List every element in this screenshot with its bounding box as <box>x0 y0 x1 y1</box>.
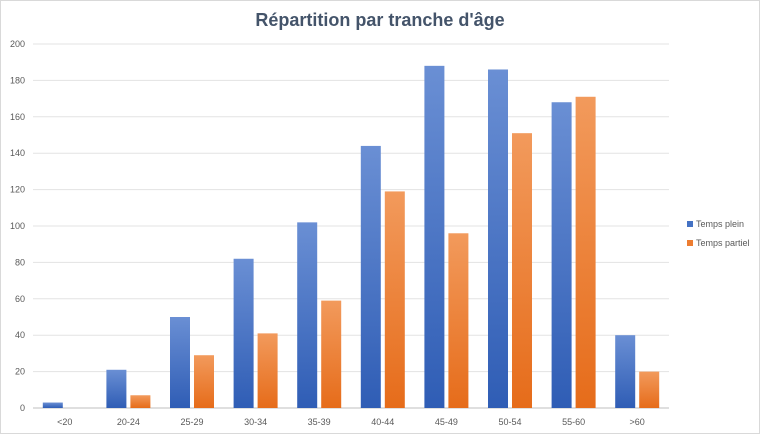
x-tick-label: 40-44 <box>371 417 394 427</box>
y-tick-label: 120 <box>10 185 25 195</box>
x-tick-label: 50-54 <box>498 417 521 427</box>
y-tick-label: 60 <box>15 294 25 304</box>
bars <box>42 65 660 409</box>
bar-temps-plein-6 <box>424 65 445 408</box>
x-tick-label: >60 <box>630 417 645 427</box>
bar-temps-plein-8 <box>551 102 572 409</box>
y-tick-label: 100 <box>10 221 25 231</box>
y-tick-label: 40 <box>15 330 25 340</box>
x-tick-label: 20-24 <box>117 417 140 427</box>
bar-temps-partiel-3 <box>257 333 278 408</box>
bar-temps-plein-2 <box>170 317 190 408</box>
legend: Temps plein Temps partiel <box>687 219 750 248</box>
legend-swatch <box>687 221 693 227</box>
bar-temps-partiel-5 <box>384 191 405 408</box>
legend-label: Temps plein <box>696 219 744 229</box>
x-tick-label: 35-39 <box>308 417 331 427</box>
y-tick-label: 0 <box>20 403 25 413</box>
bar-temps-partiel-4 <box>321 300 342 408</box>
bar-temps-partiel-6 <box>448 233 469 408</box>
x-tick-label: 25-29 <box>180 417 203 427</box>
bar-temps-plein-3 <box>233 258 254 408</box>
y-tick-label: 20 <box>15 367 25 377</box>
y-tick-label: 80 <box>15 257 25 267</box>
bar-temps-plein-5 <box>360 145 381 409</box>
bar-temps-partiel-9 <box>639 371 660 408</box>
bar-temps-plein-9 <box>615 335 636 408</box>
legend-label: Temps partiel <box>696 238 750 248</box>
bar-temps-partiel-2 <box>194 355 214 408</box>
y-tick-label: 180 <box>10 75 25 85</box>
bar-temps-partiel-7 <box>512 133 532 408</box>
x-tick-label: <20 <box>57 417 72 427</box>
bar-temps-plein-1 <box>106 369 127 408</box>
y-axis: 0 20 40 60 80 100 120 140 160 180 200 <box>10 39 25 413</box>
gridlines <box>33 43 669 409</box>
chart-title: Répartition par tranche d'âge <box>255 10 505 30</box>
bar-temps-plein-7 <box>488 69 508 408</box>
bar-temps-partiel-8 <box>575 96 596 408</box>
x-tick-label: 45-49 <box>435 417 458 427</box>
x-tick-label: 55-60 <box>562 417 585 427</box>
bar-temps-plein-4 <box>297 222 318 408</box>
bar-temps-plein-0 <box>42 402 63 408</box>
legend-swatch <box>687 240 693 246</box>
bar-temps-partiel-1 <box>130 395 151 408</box>
y-tick-label: 140 <box>10 148 25 158</box>
x-axis: <20 20-24 25-29 30-34 35-39 40-44 45-49 50-54 55… <box>57 417 645 427</box>
y-tick-label: 160 <box>10 112 25 122</box>
x-tick-label: 30-34 <box>244 417 267 427</box>
y-tick-label: 200 <box>10 39 25 49</box>
